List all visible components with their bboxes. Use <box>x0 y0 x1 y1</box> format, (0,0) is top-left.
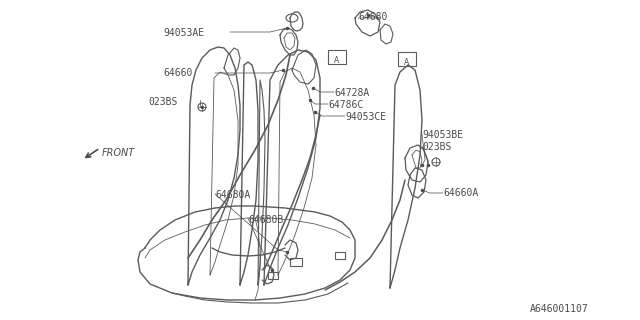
Text: 64680B: 64680B <box>248 215 284 225</box>
Text: 64660A: 64660A <box>443 188 478 198</box>
Text: A646001107: A646001107 <box>530 304 589 314</box>
Text: FRONT: FRONT <box>102 148 135 158</box>
Text: 64786C: 64786C <box>328 100 364 110</box>
Text: 64680A: 64680A <box>215 190 250 200</box>
Text: 94053AE: 94053AE <box>163 28 204 38</box>
Text: 64680: 64680 <box>358 12 387 22</box>
Text: 023BS: 023BS <box>148 97 177 107</box>
Text: 94053BE: 94053BE <box>422 130 463 140</box>
Bar <box>268 272 278 279</box>
Bar <box>335 252 345 259</box>
Text: 64728A: 64728A <box>334 88 369 98</box>
Text: 023BS: 023BS <box>422 142 451 152</box>
Bar <box>290 258 302 266</box>
Text: A: A <box>404 58 410 67</box>
Text: 94053CE: 94053CE <box>345 112 386 122</box>
Text: A: A <box>334 55 340 65</box>
Text: 64660: 64660 <box>163 68 193 78</box>
